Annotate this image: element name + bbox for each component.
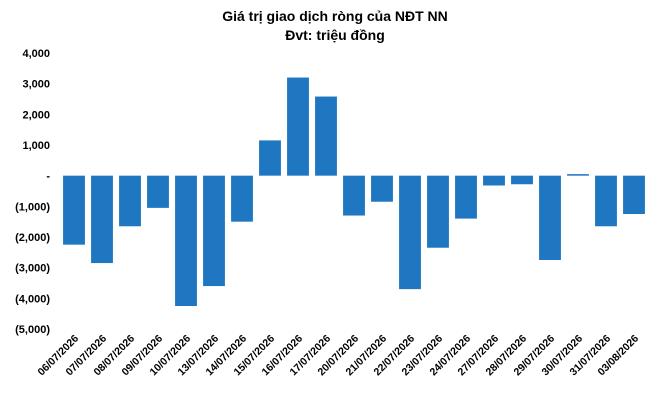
- y-tick-label: (3,000): [15, 263, 50, 275]
- y-tick-label: 1,000: [22, 140, 50, 152]
- y-tick-label: (5,000): [15, 324, 50, 336]
- bar-16/07/2026: [287, 77, 309, 176]
- y-tick-label: -: [46, 171, 50, 183]
- bar-22/07/2026: [399, 175, 421, 290]
- bar-21/07/2026: [371, 175, 393, 202]
- bar-28/07/2026: [511, 175, 533, 185]
- bar-07/07/2026: [91, 175, 113, 264]
- bar-08/07/2026: [119, 175, 141, 227]
- bar-10/07/2026: [175, 175, 197, 306]
- y-tick-label: (1,000): [15, 201, 50, 213]
- bar-13/07/2026: [203, 175, 225, 287]
- bar-31/07/2026: [595, 175, 617, 227]
- bar-20/07/2026: [343, 175, 365, 216]
- bar-24/07/2026: [455, 175, 477, 219]
- bar-17/07/2026: [315, 96, 337, 176]
- y-tick-label: 2,000: [22, 109, 50, 121]
- bar-29/07/2026: [539, 175, 561, 260]
- y-tick-label: (4,000): [15, 293, 50, 305]
- bar-14/07/2026: [231, 175, 253, 222]
- y-tick-label: 3,000: [22, 79, 50, 91]
- y-tick-label: (2,000): [15, 232, 50, 244]
- bar-30/07/2026: [567, 174, 589, 176]
- bar-15/07/2026: [259, 140, 281, 176]
- chart-title: Giá trị giao dịch ròng của NĐT NN: [222, 8, 448, 24]
- bar-27/07/2026: [483, 175, 505, 186]
- bar-23/07/2026: [427, 175, 449, 248]
- bar-06/07/2026: [63, 175, 85, 245]
- bar-03/08/2026: [623, 175, 645, 214]
- bar-09/07/2026: [147, 175, 169, 208]
- chart-subtitle: Đvt: triệu đồng: [285, 27, 385, 43]
- y-tick-label: 4,000: [22, 48, 50, 60]
